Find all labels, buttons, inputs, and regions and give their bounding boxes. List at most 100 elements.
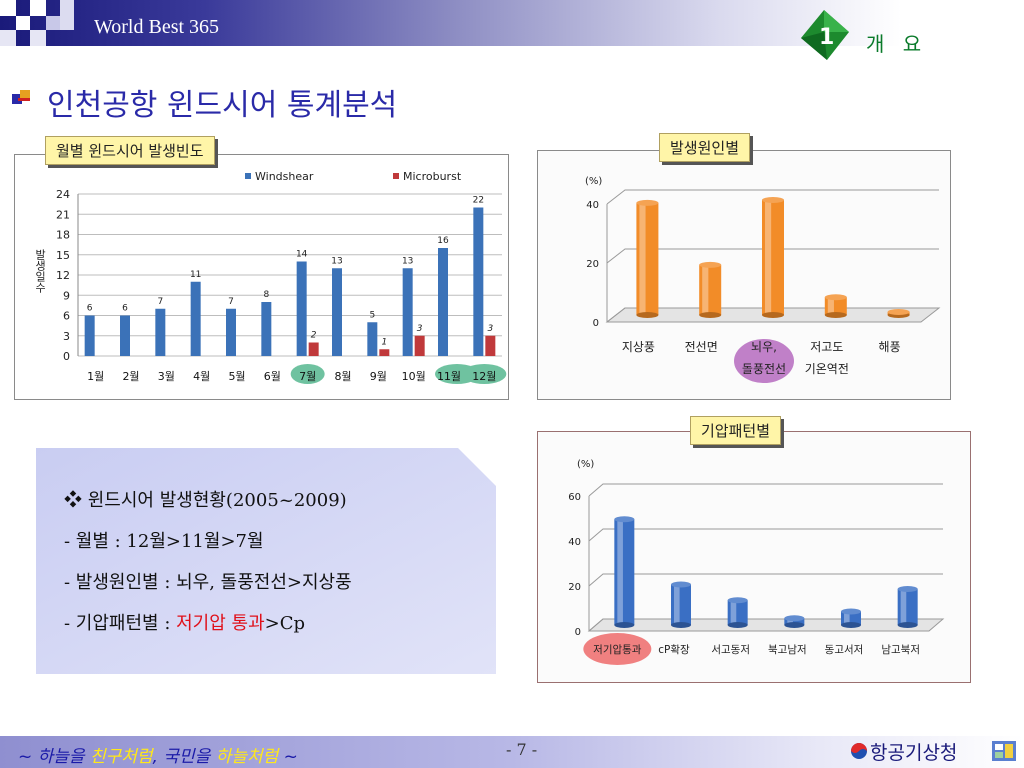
windshear-data-label: 13 [331, 256, 342, 266]
windshear-bar [190, 281, 201, 356]
x-tick-label: 9월 [370, 370, 387, 383]
header-decor [46, 16, 60, 30]
windshear-bar [473, 207, 484, 356]
monthly-chart-panel [14, 154, 509, 400]
legend-swatch [393, 173, 399, 179]
windshear-data-label: 11 [190, 270, 201, 280]
windshear-bar [226, 308, 236, 356]
slogan-part: 하늘처럼 [215, 747, 279, 767]
header-decor [60, 0, 74, 30]
header-decor [16, 16, 30, 30]
header-bar [0, 0, 1024, 46]
cylinder-bar-highlight [702, 264, 709, 315]
slogan-part: 친구처럼 [89, 747, 153, 767]
cylinder-bar-top [699, 261, 722, 268]
x-tick-label: 기온역전 [805, 362, 849, 376]
windshear-data-label: 8 [263, 290, 269, 300]
y-tick-label: 0 [593, 318, 599, 329]
chart-floor [587, 618, 945, 632]
pattern-chart-title: 기압패턴별 [690, 416, 782, 445]
cylinder-bar-top [614, 516, 635, 523]
summary-line-4: - 기압패턴별 : 저기압 통과>Cp [64, 609, 352, 650]
gridline [606, 248, 939, 264]
cylinder-bar [784, 618, 805, 625]
summary-line-1: ❖ 윈드시어 발생현황(2005~2009) [64, 486, 352, 527]
weather-map-icon [992, 741, 1016, 761]
x-tick-label: 4월 [193, 370, 210, 383]
slogan-part: , 국민을 [152, 747, 216, 767]
windshear-data-label: 13 [402, 256, 413, 266]
slogan-part: ~ [278, 747, 298, 767]
summary-line-3: - 발생원인별 : 뇌우, 돌풍전선>지상풍 [64, 572, 352, 593]
cylinder-bar-base [636, 312, 659, 318]
y-tick-label: 18 [56, 229, 70, 242]
x-tick-label: 12월 [472, 370, 496, 383]
badge-number: 1 [819, 25, 834, 50]
y-tick-label: 12 [56, 269, 70, 282]
kma-logo-icon [851, 743, 867, 759]
header-decor [0, 30, 16, 46]
x-tick-label: 동고서저 [825, 644, 864, 656]
y-tick-label: 24 [56, 188, 70, 201]
title-bullet-icon [12, 90, 30, 104]
microburst-data-label: 3 [487, 324, 493, 334]
y-tick-label: 9 [63, 289, 70, 302]
cylinder-bar-top [887, 309, 910, 316]
footer-slogan: ~ 하늘을 친구처럼, 국민을 하늘처럼 ~ [18, 742, 298, 767]
header-title: World Best 365 [94, 16, 220, 38]
windshear-bar [367, 322, 378, 356]
y-tick-label: 60 [568, 492, 581, 503]
microburst-data-label: 3 [417, 324, 423, 334]
cylinder-bar [614, 519, 635, 625]
cylinder-bar [897, 589, 918, 625]
legend-label: Microburst [403, 170, 462, 183]
gridline [588, 483, 943, 497]
x-tick-label: 전선면 [685, 340, 718, 354]
section-label: 개 요 [866, 32, 928, 56]
gridline [606, 189, 939, 205]
cylinder-bar-highlight [730, 600, 737, 625]
x-tick-label: 2월 [122, 370, 139, 383]
cylinder-bar-highlight [765, 199, 772, 315]
summary-background [36, 448, 496, 674]
cylinder-bar-base [614, 622, 635, 628]
windshear-data-label: 5 [369, 310, 375, 320]
x-tick-label: 지상풍 [622, 340, 655, 354]
windshear-bar [332, 268, 342, 356]
cylinder-bar-base [762, 312, 784, 318]
x-tick-label: 남고북저 [881, 644, 920, 656]
cylinder-bar-highlight [900, 589, 907, 625]
microburst-bar [485, 335, 496, 356]
slogan-part: ~ 하늘을 [18, 747, 90, 767]
windshear-data-label: 22 [473, 196, 484, 206]
cylinder-bar-highlight [787, 618, 793, 625]
cylinder-bar-top [841, 608, 861, 615]
cylinder-bar-highlight [827, 297, 834, 315]
x-tick-label: 3월 [158, 370, 175, 383]
y-axis-label: (%) [577, 459, 594, 470]
monthly-chart-title: 월별 윈드시어 발생빈도 [45, 136, 215, 165]
x-tick-label: 11월 [437, 370, 461, 383]
cylinder-bar-base [841, 622, 861, 628]
windshear-data-label: 6 [87, 304, 93, 314]
y-tick-label: 6 [63, 310, 70, 323]
windshear-data-label: 16 [437, 236, 449, 246]
category-highlight [462, 364, 507, 384]
category-highlight [583, 633, 652, 665]
x-tick-label: 북고남저 [768, 644, 807, 656]
microburst-bar [414, 335, 425, 356]
category-highlight [734, 339, 794, 383]
cylinder-bar-highlight [639, 202, 646, 315]
windshear-bar [261, 302, 272, 356]
header-decor [30, 30, 46, 46]
cylinder-bar-top [824, 294, 847, 301]
x-tick-label: 8월 [334, 370, 351, 383]
page-number: - 7 - [506, 740, 538, 759]
windshear-bar [438, 248, 448, 356]
summary-bullet-icon: ❖ [64, 490, 82, 511]
y-tick-label: 20 [586, 259, 599, 270]
x-tick-label: 6월 [264, 370, 281, 383]
pressure-pattern-chart: 0 20 40 60 (%) 저기압통과 cP확장 서고동저 북고남저 동고서저 남고북저 [568, 459, 945, 665]
gridline [588, 573, 943, 587]
